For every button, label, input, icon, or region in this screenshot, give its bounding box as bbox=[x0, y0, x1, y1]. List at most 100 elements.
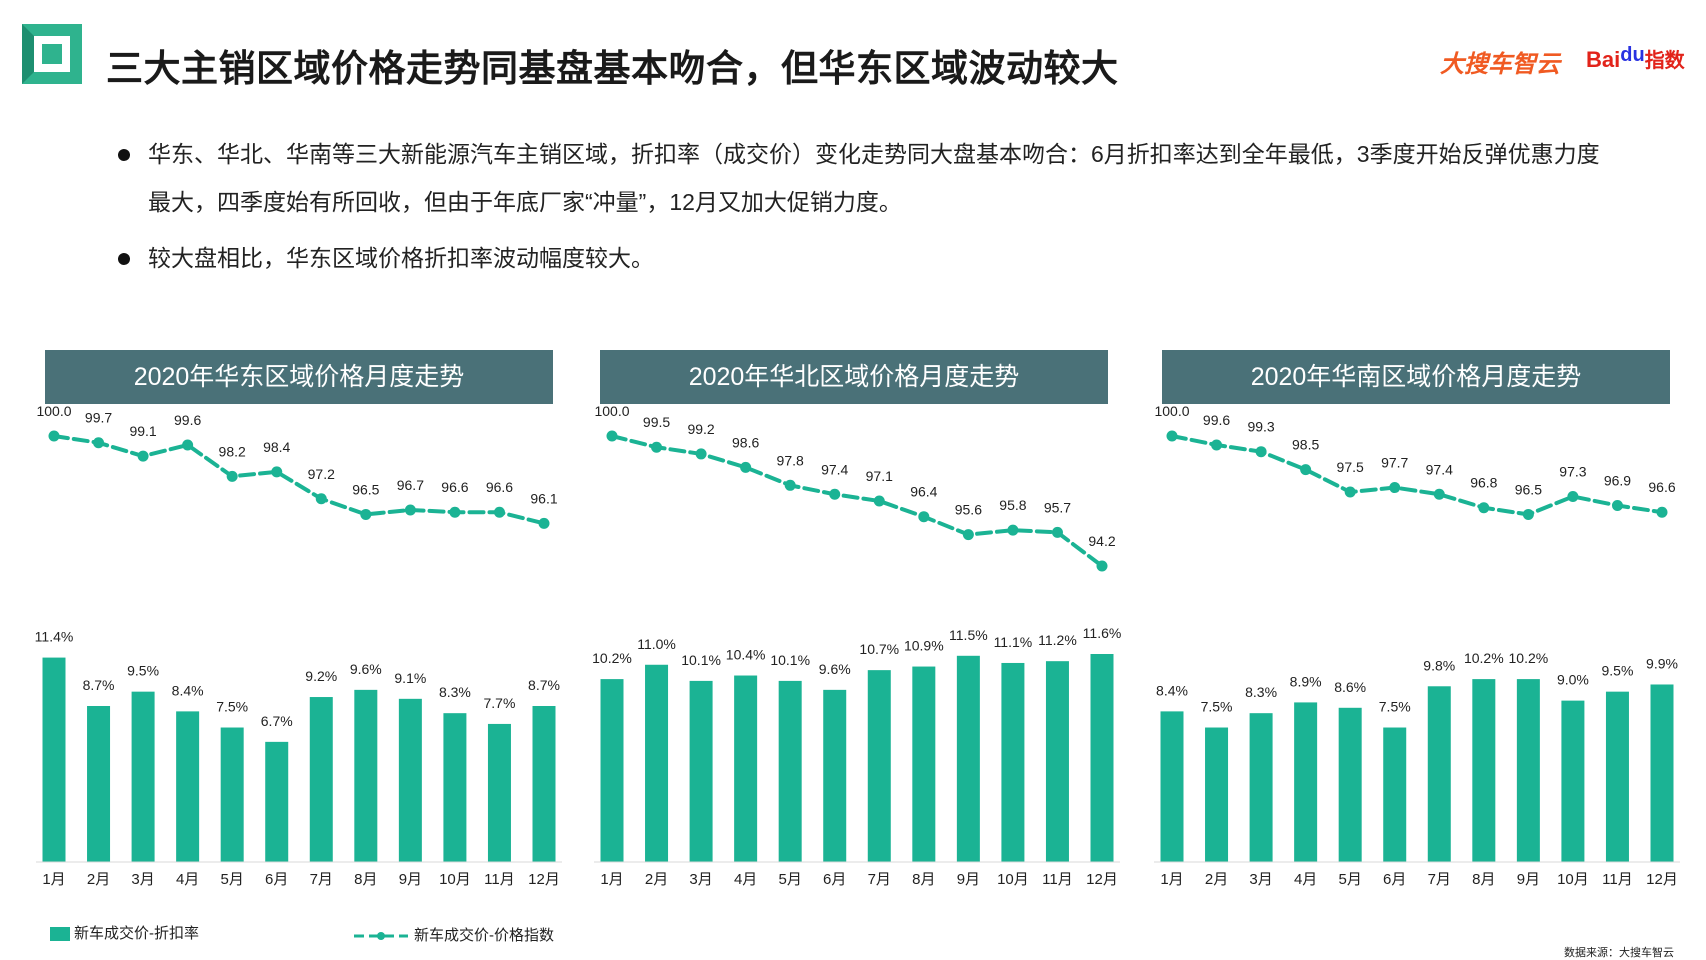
bar-data-label: 9.5% bbox=[127, 663, 159, 679]
bar-mark bbox=[778, 680, 802, 862]
price-index-point bbox=[137, 450, 149, 462]
line-data-label: 100.0 bbox=[1154, 403, 1189, 419]
line-data-label: 100.0 bbox=[594, 403, 629, 419]
price-index-point bbox=[606, 430, 618, 442]
price-index-point bbox=[829, 488, 841, 500]
brand-baidu-text: Bai bbox=[1586, 47, 1621, 72]
price-index-point bbox=[404, 504, 416, 516]
line-data-label: 96.8 bbox=[1470, 475, 1497, 491]
bar-data-label: 9.9% bbox=[1646, 655, 1678, 671]
bar-data-label: 11.1% bbox=[994, 634, 1033, 650]
bar-data-label: 10.4% bbox=[726, 647, 766, 663]
month-tick-label: 2月 bbox=[1205, 871, 1228, 888]
month-tick-label: 3月 bbox=[1249, 871, 1272, 888]
price-index-point bbox=[1051, 526, 1063, 538]
bar-mark bbox=[1561, 700, 1585, 862]
price-index-point bbox=[740, 461, 752, 473]
month-tick-label: 11月 bbox=[484, 871, 515, 888]
line-data-label: 96.6 bbox=[441, 479, 468, 495]
bar-mark bbox=[1160, 711, 1184, 862]
bar-mark bbox=[220, 727, 244, 862]
bar-mark bbox=[734, 675, 758, 862]
line-data-label: 97.4 bbox=[821, 461, 848, 477]
legend-bar-label: 新车成交价-折扣率 bbox=[74, 925, 199, 942]
price-index-point bbox=[493, 506, 505, 518]
line-data-label: 95.7 bbox=[1044, 499, 1071, 515]
bar-mark bbox=[532, 706, 556, 862]
price-index-point bbox=[695, 448, 707, 460]
month-tick-label: 11月 bbox=[1602, 871, 1633, 888]
bullet-text: 华东、华北、华南等三大新能源汽车主销区域，折扣率（成交价）变化走势同大盘基本吻合… bbox=[148, 141, 1600, 215]
month-tick-label: 8月 bbox=[354, 871, 377, 888]
line-data-label: 96.4 bbox=[910, 484, 937, 500]
bar-data-label: 10.9% bbox=[904, 638, 944, 654]
month-tick-label: 4月 bbox=[734, 871, 757, 888]
price-index-point bbox=[1389, 482, 1401, 494]
legend-bar: 新车成交价-折扣率 bbox=[50, 922, 199, 943]
price-index-line bbox=[1170, 434, 1664, 517]
bar-data-label: 9.6% bbox=[819, 661, 851, 677]
page-title: 三大主销区域价格走势同基盘基本吻合，但华东区域波动较大 bbox=[106, 48, 1119, 89]
month-tick-label: 1月 bbox=[1160, 871, 1183, 888]
bar-mark bbox=[1516, 679, 1540, 862]
legend-line-icon bbox=[354, 932, 408, 941]
bar-data-label: 11.4% bbox=[35, 629, 74, 645]
bar-mark bbox=[1650, 684, 1674, 862]
line-data-label: 96.5 bbox=[1515, 481, 1542, 497]
bar-data-label: 10.2% bbox=[1509, 650, 1549, 666]
bar-mark bbox=[42, 657, 66, 862]
bar-mark bbox=[1205, 727, 1229, 862]
month-tick-label: 5月 bbox=[779, 871, 802, 888]
bar-data-label: 6.7% bbox=[261, 713, 293, 729]
line-data-label: 99.7 bbox=[85, 410, 112, 426]
price-index-point bbox=[226, 470, 238, 482]
bar-mark bbox=[1249, 713, 1273, 862]
month-tick-label: 1月 bbox=[600, 871, 623, 888]
bar-data-label: 8.3% bbox=[1245, 684, 1277, 700]
price-index-line bbox=[52, 434, 546, 526]
bar-data-label: 9.5% bbox=[1601, 663, 1633, 679]
bar-data-label: 8.6% bbox=[1334, 679, 1366, 695]
line-data-label: 97.5 bbox=[1337, 459, 1364, 475]
bar-data-label: 8.7% bbox=[528, 677, 560, 693]
month-tick-label: 3月 bbox=[689, 871, 712, 888]
bar-data-label: 7.5% bbox=[1379, 699, 1411, 715]
data-source: 数据来源：大搜车智云 bbox=[1564, 947, 1674, 959]
line-data-label: 97.2 bbox=[308, 466, 335, 482]
price-index-point bbox=[182, 439, 194, 451]
price-index-point bbox=[93, 437, 105, 449]
price-index-line bbox=[610, 434, 1104, 568]
month-tick-label: 2月 bbox=[645, 871, 668, 888]
price-index-point bbox=[1007, 524, 1019, 536]
legend-line: 新车成交价-价格指数 bbox=[352, 924, 554, 945]
bar-data-label: 8.4% bbox=[172, 682, 204, 698]
bar-mark bbox=[443, 713, 467, 862]
price-index-point bbox=[315, 493, 327, 505]
line-data-label: 99.6 bbox=[1203, 412, 1230, 428]
price-index-point bbox=[1344, 486, 1356, 498]
month-tick-label: 2月 bbox=[87, 871, 110, 888]
month-tick-label: 9月 bbox=[1517, 871, 1540, 888]
bullet-dot-icon bbox=[118, 253, 130, 265]
price-index-point bbox=[1096, 560, 1108, 572]
bar-data-label: 8.3% bbox=[439, 684, 471, 700]
bullet-list: 华东、华北、华南等三大新能源汽车主销区域，折扣率（成交价）变化走势同大盘基本吻合… bbox=[110, 130, 1610, 282]
month-tick-label: 7月 bbox=[1428, 871, 1451, 888]
month-tick-label: 5月 bbox=[221, 871, 244, 888]
line-data-label: 99.3 bbox=[1247, 419, 1274, 435]
price-index-point bbox=[1300, 464, 1312, 476]
bar-mark bbox=[1427, 686, 1451, 862]
month-tick-label: 7月 bbox=[310, 871, 333, 888]
price-index-point bbox=[360, 508, 372, 520]
bar-mark bbox=[867, 670, 891, 862]
month-tick-label: 7月 bbox=[868, 871, 891, 888]
logo-icon bbox=[22, 24, 82, 84]
month-tick-label: 10月 bbox=[1557, 871, 1589, 888]
price-index-point bbox=[1478, 502, 1490, 514]
line-data-label: 99.2 bbox=[687, 421, 714, 437]
line-data-label: 99.1 bbox=[129, 423, 156, 439]
bar-mark bbox=[645, 664, 669, 862]
line-data-label: 95.8 bbox=[999, 497, 1026, 513]
line-data-label: 96.9 bbox=[1604, 472, 1631, 488]
